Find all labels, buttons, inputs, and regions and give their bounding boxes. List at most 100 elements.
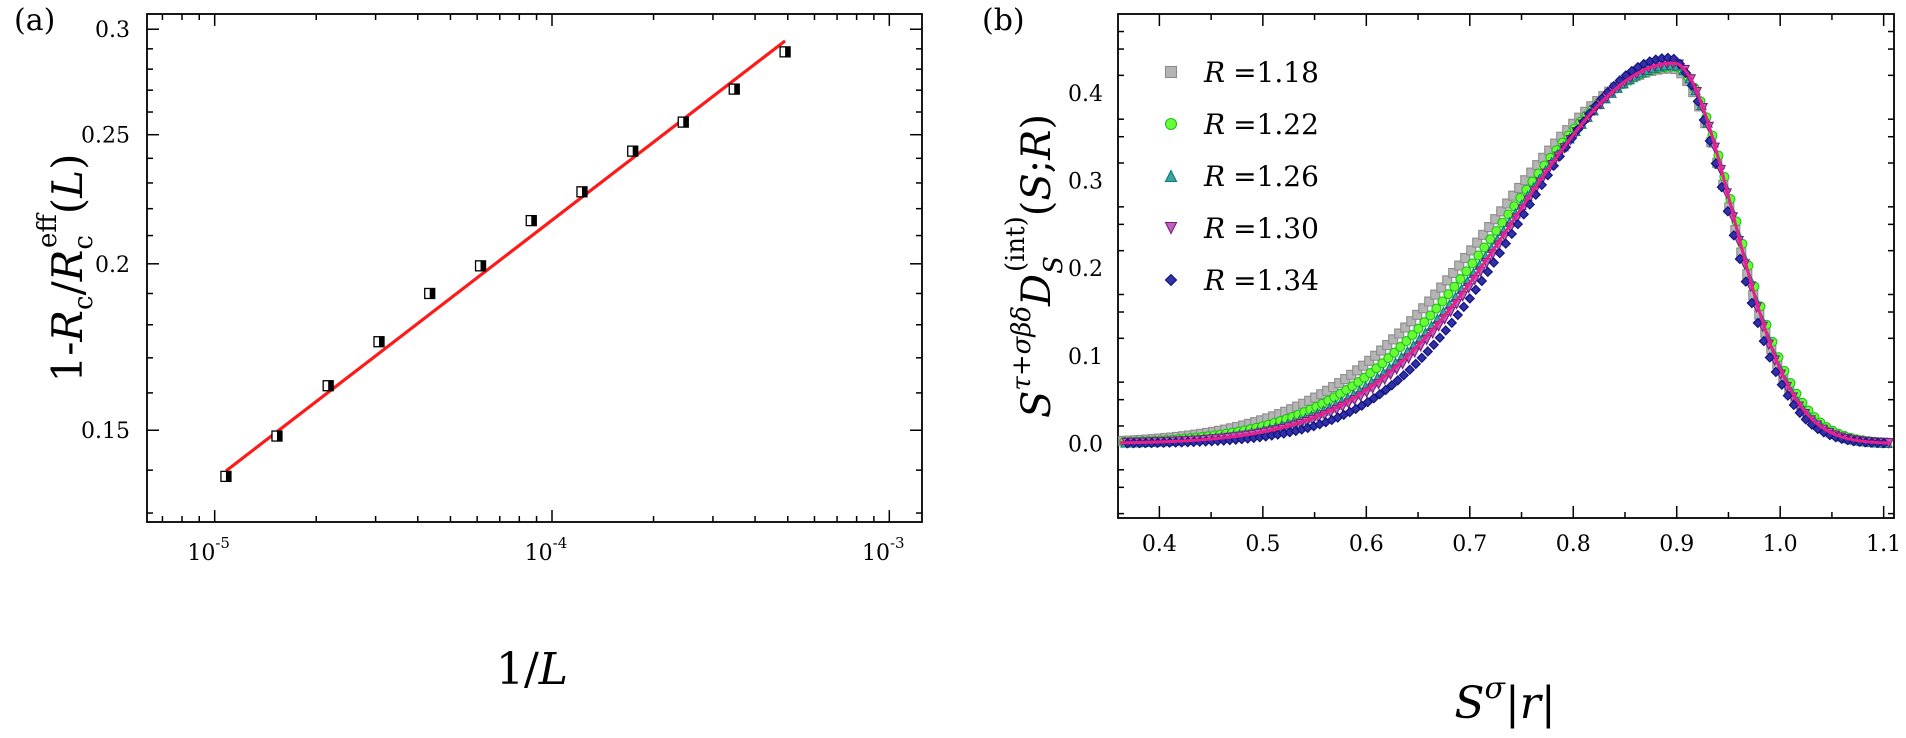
panel-b-label: (b) [982, 3, 1025, 38]
data-point [220, 470, 232, 483]
series-marker [1440, 325, 1452, 336]
series-marker [1449, 281, 1460, 292]
legend-item: R =1.30 [1164, 212, 1319, 245]
series-marker [1752, 317, 1764, 329]
y-tick-label: 0.4 [1068, 82, 1103, 107]
legend-item: R =1.34 [1164, 264, 1319, 297]
legend-label: R =1.18 [1203, 56, 1319, 89]
x-tick-label: 10-4 [525, 534, 568, 566]
data-point [474, 260, 487, 272]
y-tick-label: 0.1 [1068, 345, 1103, 370]
legend-label: R =1.30 [1203, 212, 1319, 245]
data-point [576, 186, 588, 198]
panel-a-points [220, 46, 791, 483]
data-point [779, 46, 791, 58]
series-marker [1479, 242, 1490, 253]
series-marker [1512, 218, 1524, 230]
series-marker [1398, 369, 1410, 381]
series-marker [1506, 228, 1518, 240]
data-point [322, 380, 334, 392]
series-marker [1418, 303, 1429, 314]
panel-a-label: (a) [14, 3, 55, 38]
legend-label: R =1.26 [1203, 160, 1319, 193]
point-fill [379, 336, 385, 347]
point-fill [429, 288, 435, 299]
series-marker [1464, 293, 1476, 304]
series-marker [1416, 352, 1428, 364]
y-tick-label: 0.2 [95, 253, 130, 278]
panel-b-x-axis-title: Sσ|r| [1454, 671, 1555, 729]
series-marker [1394, 328, 1405, 339]
legend-item: R =1.22 [1164, 108, 1319, 141]
x-tick-label: 0.6 [1349, 532, 1384, 557]
series-marker [1382, 339, 1393, 351]
series-marker [1476, 275, 1488, 287]
legend-marker [1164, 117, 1178, 131]
x-tick-label: 1.1 [1866, 532, 1901, 557]
panel-b-x-tick-labels: 0.4 0.5 0.6 0.7 0.8 0.9 1.0 1.1 [1142, 532, 1901, 557]
legend-item: R =1.26 [1164, 160, 1319, 193]
y-tick-label: 0.0 [1068, 432, 1103, 457]
series-marker [1428, 339, 1440, 351]
legend-marker [1164, 221, 1178, 235]
series-marker [1478, 229, 1489, 240]
series-marker [1422, 346, 1434, 357]
series-marker [1380, 384, 1392, 396]
series-marker [1770, 366, 1782, 378]
x-tick-label: 0.4 [1142, 532, 1177, 557]
series-marker [1461, 266, 1472, 277]
x-tick-label: 0.7 [1452, 532, 1487, 557]
x-tick-label: 0.5 [1245, 532, 1280, 557]
panel-a-ticks [147, 14, 922, 522]
series-marker [1434, 332, 1446, 344]
series-marker [1466, 245, 1477, 256]
series-marker [1419, 317, 1430, 328]
x-tick-label: 0.8 [1556, 532, 1591, 557]
series-marker [1788, 399, 1800, 411]
series-marker [1386, 380, 1398, 391]
series-5 [1122, 52, 1890, 449]
legend-marker [1164, 65, 1178, 79]
y-tick-label: 0.15 [81, 419, 130, 444]
panel-a-frame [146, 13, 923, 523]
point-fill [328, 380, 334, 391]
series-marker [1472, 237, 1483, 248]
data-point [525, 214, 537, 227]
series-marker [1430, 289, 1441, 300]
series-marker [1412, 309, 1423, 320]
series-marker [1467, 258, 1478, 269]
point-fill [632, 146, 638, 157]
legend-label: R =1.22 [1203, 108, 1319, 141]
series-marker [1758, 335, 1770, 347]
series-marker [1404, 364, 1416, 376]
series-marker [1448, 267, 1459, 279]
series-marker [1436, 282, 1447, 293]
point-fill [734, 84, 740, 95]
series-marker [1413, 323, 1424, 334]
panel-b-legend: R =1.18 R =1.22 R =1.26 R =1.30 R =1.34 [1164, 56, 1319, 297]
series-marker [1376, 345, 1387, 356]
x-tick-label: 10-5 [187, 534, 230, 566]
fit-curve [1120, 61, 1890, 445]
series-marker [1764, 352, 1776, 363]
panel-a-x-axis-title: 1/L [496, 644, 568, 695]
panel-b-y-axis-title: Sτ+σβδDS(int)(S;R) [1001, 114, 1069, 418]
series-marker [1746, 297, 1758, 309]
x-tick-label: 10-3 [862, 534, 905, 566]
series-marker [1392, 375, 1404, 386]
point-fill [480, 260, 486, 271]
series-marker [1473, 250, 1484, 261]
series-marker [1400, 322, 1411, 333]
point-fill [785, 46, 791, 57]
series-marker [1452, 309, 1464, 321]
series-marker [1782, 390, 1794, 401]
series-marker [1776, 379, 1788, 390]
data-point [677, 116, 689, 128]
series-marker [1518, 209, 1530, 220]
panel-b: (b) R =1.18 R =1.22 R =1.26 R =1.30 R =1.34 0.4 0.… [982, 3, 1901, 729]
series-marker [1425, 310, 1436, 321]
point-fill [683, 117, 689, 128]
series-marker [1410, 358, 1422, 370]
panel-a: (a) 10-5 10-4 10-3 0.15 0.2 0.25 0.3 1/L 1-Rc… [14, 3, 923, 695]
series-marker [1401, 336, 1412, 347]
